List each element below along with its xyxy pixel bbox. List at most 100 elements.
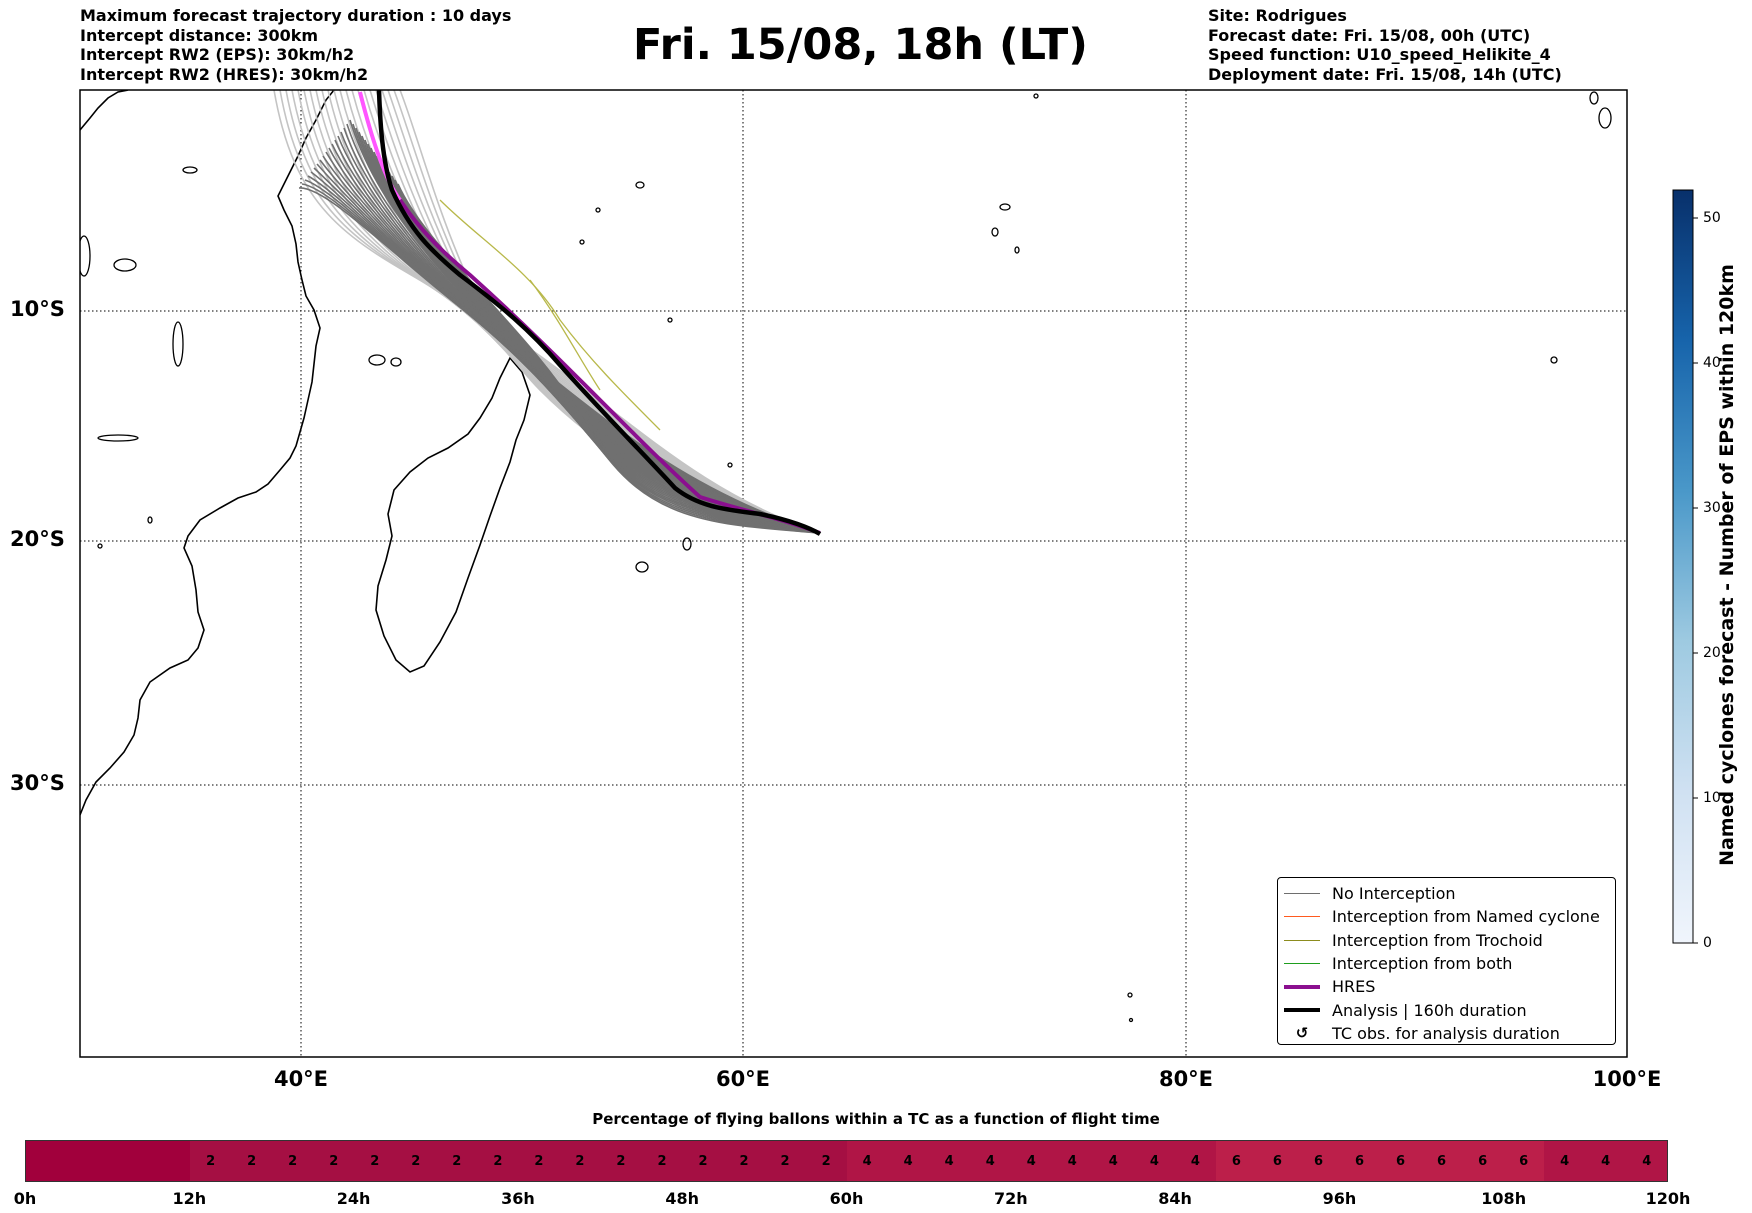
lon-label-100e: 100°E [1592,1067,1662,1091]
percentage-cell: 2 [395,1141,437,1181]
hour-label: 36h [501,1189,535,1208]
speed-function: Speed function: U10_speed_Helikite_4 [1208,45,1551,64]
percentage-cell: 4 [1051,1141,1093,1181]
hour-label: 84h [1158,1189,1192,1208]
legend-item-both: Interception from both [1278,952,1615,975]
ensemble-trajectory [349,119,821,534]
percentage-cell: 2 [231,1141,273,1181]
legend-label: TC obs. for analysis duration [1332,1023,1560,1043]
percentage-cell: 4 [887,1141,929,1181]
percentage-cell: 4 [1010,1141,1052,1181]
ensemble-trajectory [352,123,821,534]
percentage-cell: 2 [436,1141,478,1181]
hour-label: 60h [829,1189,864,1208]
ensemble-trajectory [337,135,821,534]
hour-label: 12h [172,1189,207,1208]
hres-trajectory-main [398,198,821,535]
percentage-cell: 2 [723,1141,765,1181]
percentage-cell: 2 [190,1141,232,1181]
percentage-cell [149,1141,191,1181]
legend-label: Interception from Named cyclone [1332,907,1600,927]
colorbar-tick: 50 [1703,210,1721,226]
hour-label: 120h [1645,1189,1691,1208]
hour-label: 108h [1481,1189,1527,1208]
legend-label: Interception from both [1332,954,1513,974]
percentage-cell: 4 [846,1141,888,1181]
map-legend: No Interception Interception from Named … [1277,877,1616,1045]
legend-item-tc-obs: ↺ TC obs. for analysis duration [1278,1022,1615,1045]
hour-label: 24h [336,1189,371,1208]
ensemble-trajectory [385,167,821,534]
colorbar-ticks [1693,217,1698,944]
legend-label: HRES [1332,977,1376,997]
colorbar-tick: 20 [1703,645,1721,661]
site-name: Site: Rodrigues [1208,6,1347,25]
ensemble-trajectory [327,90,821,534]
param-intercept-hres: Intercept RW2 (HRES): 30km/h2 [80,64,369,84]
percentage-cell: 4 [1585,1141,1627,1181]
percentage-cell [67,1141,109,1181]
ensemble-trajectory [355,127,821,534]
percentage-cell: 6 [1297,1141,1339,1181]
colorbar-label: Named cyclones forecast - Number of EPS … [1716,264,1738,866]
percentage-cell: 2 [600,1141,642,1181]
percentage-cell: 2 [805,1141,847,1181]
percentage-cell: 2 [313,1141,355,1181]
trochoid-trajectory [529,279,601,391]
percentage-cell: 2 [682,1141,724,1181]
lat-label-30s: 30°S [10,771,65,795]
colorbar-tick: 40 [1703,355,1721,371]
ensemble-trajectory [391,175,821,534]
lon-label-40e: 40°E [273,1067,329,1091]
africa-coastline [80,90,335,816]
percentage-cell: 4 [1092,1141,1134,1181]
lon-label-60e: 60°E [715,1067,771,1091]
colorbar-tick: 10 [1703,790,1721,806]
hour-label: 72h [993,1189,1028,1208]
percentage-cell: 2 [518,1141,560,1181]
ensemble-trajectory [370,147,821,534]
percentage-cell: 2 [272,1141,314,1181]
analysis-trajectory [376,90,822,536]
cyclone-symbol-icon: ↺ [1295,1024,1309,1043]
lat-label-20s: 20°S [10,527,65,551]
map-frame [79,89,1628,1058]
legend-label: Analysis | 160h duration [1332,1000,1527,1020]
ensemble-trajectory [376,155,821,534]
colorbar-label-wrap: Named cyclones forecast - Number of EPS … [1712,190,1742,940]
colorbar-tick: 0 [1703,935,1712,951]
ensemble-trajectory [346,123,821,534]
legend-item-hres: HRES [1278,975,1615,998]
forecast-date: Forecast date: Fri. 15/08, 00h (UTC) [1208,25,1531,45]
ensemble-trajectory [397,183,821,534]
percentage-cell: 6 [1503,1141,1545,1181]
hour-label: 48h [665,1189,700,1208]
site-info: Site: Rodrigues Forecast date: Fri. 15/0… [1208,6,1562,84]
percentage-cell: 4 [1626,1141,1668,1181]
lon-label-80e: 80°E [1158,1067,1214,1091]
small-islands [80,91,1612,1023]
deployment-date: Deployment date: Fri. 15/08, 14h (UTC) [1208,64,1562,84]
arabia-coast [80,90,129,131]
percentage-cell: 6 [1421,1141,1463,1181]
hour-label: 96h [1322,1189,1357,1208]
trochoid-trajectory [439,199,661,431]
graticule [80,90,1627,1057]
lat-label-10s: 10°S [10,297,65,321]
param-intercept-distance: Intercept distance: 300km [80,25,319,45]
ensemble-trajectory [382,163,821,534]
hour-label: 0h [13,1189,37,1208]
page-title: Fri. 15/08, 18h (LT) [633,20,1088,70]
percentage-cell [108,1141,150,1181]
percentage-cell: 6 [1339,1141,1381,1181]
ensemble-trajectory [367,143,821,534]
percentage-cell: 2 [477,1141,519,1181]
percentage-cell: 2 [764,1141,806,1181]
param-intercept-eps: Intercept RW2 (EPS): 30km/h2 [80,45,355,64]
percentage-bar-title: Percentage of flying ballons within a TC… [592,1110,1160,1128]
percentage-cell: 6 [1462,1141,1504,1181]
param-duration: Maximum forecast trajectory duration : 1… [80,6,512,25]
percentage-cell: 6 [1380,1141,1422,1181]
